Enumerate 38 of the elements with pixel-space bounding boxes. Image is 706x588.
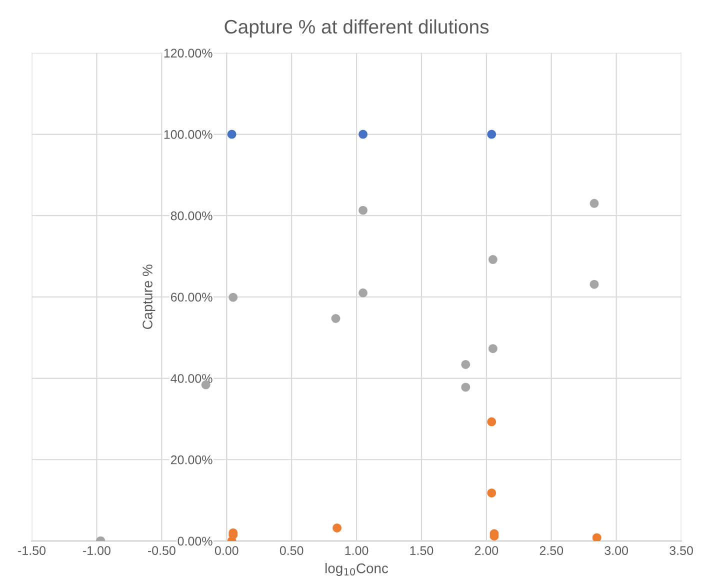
point (590, 280, 599, 289)
point (461, 360, 470, 369)
x-tick-label: 0.00 (214, 546, 238, 556)
y-tick-label: 0.00% (178, 536, 212, 546)
point (487, 130, 496, 139)
x-tick-label: 1.00 (345, 546, 368, 556)
x-tick-label: -1.00 (83, 546, 110, 556)
point (358, 206, 368, 215)
point (590, 198, 599, 208)
chart-title: Capture % at different dilutions (224, 19, 489, 38)
x-tick-label: 1.50 (410, 546, 434, 556)
x-tick-label: 2.00 (474, 546, 498, 556)
x-tick-label: 3.00 (604, 546, 628, 556)
point (358, 130, 368, 139)
point (488, 255, 498, 264)
point (488, 344, 498, 354)
x-tick-label: -1.50 (18, 546, 46, 556)
point (358, 288, 368, 298)
y-axis-title: Capture % (142, 264, 156, 330)
point (487, 488, 496, 498)
x-tick-label: 2.50 (540, 546, 564, 556)
x-tick-label: 0.50 (280, 546, 304, 556)
x-axis-title: log$_{10}$Conc (326, 563, 388, 576)
point (227, 130, 236, 139)
y-tick-label: 40.00% (170, 374, 212, 383)
x-tick-label: -0.50 (148, 546, 176, 556)
y-tick-label: 60.00% (170, 292, 212, 302)
point (487, 417, 496, 426)
y-tick-label: 100.00% (164, 130, 212, 139)
point (331, 314, 340, 323)
point (332, 523, 342, 532)
point (592, 533, 602, 541)
y-tick-label: 20.00% (170, 455, 212, 464)
x-tick-label: 3.50 (670, 546, 693, 556)
y-tick-label: 120.00% (164, 48, 212, 58)
point (228, 292, 238, 302)
point (461, 382, 470, 392)
y-tick-label: 80.00% (170, 211, 212, 220)
